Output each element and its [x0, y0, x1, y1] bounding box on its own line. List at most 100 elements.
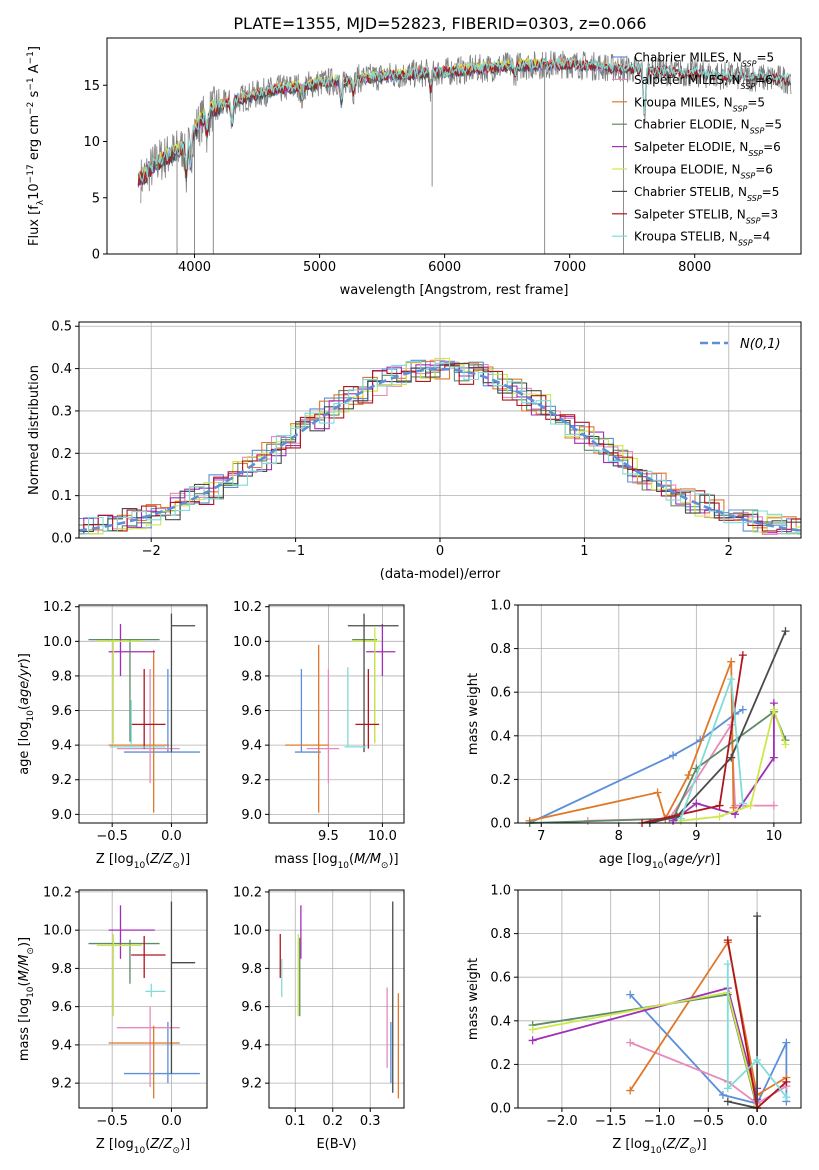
weight-marker-salpeter-stelib	[782, 1077, 791, 1086]
weight-marker-kroupa-stelib	[727, 675, 736, 684]
y-tick-label: 0.4	[51, 362, 72, 377]
legend-model-name: Salpeter STELIB, N	[634, 207, 746, 221]
x-tick-label: −1	[286, 544, 305, 559]
plot-area	[137, 50, 792, 254]
y-tick-label: 9.4	[241, 739, 262, 754]
label-part: Flux [f	[27, 205, 42, 246]
spectrum-model-kroupa-stelib	[137, 56, 792, 183]
weight-marker-chabrier-stelib	[753, 912, 762, 921]
axes-frame	[517, 604, 802, 824]
label-part: )]	[388, 852, 398, 867]
weight-marker-kroupa-elodie	[781, 740, 790, 749]
label-part: Z/Z	[149, 1137, 173, 1152]
label-part: ⊙	[172, 861, 180, 871]
weight-marker-salpeter-miles	[769, 801, 778, 810]
plot-area	[525, 627, 790, 827]
plot-area	[78, 357, 802, 535]
panel-age-vs-mass: 9.5 10.0 9.0 9.2 9.4 9.6 9.8 10.0 10.2 mass [log1…	[233, 600, 405, 871]
x-axis-label: Z [log10(Z/Z⊙)]	[96, 1137, 190, 1156]
y-tick-label: 9.6	[51, 704, 72, 719]
label-part: ]	[27, 46, 42, 51]
weight-line-salpeter-elodie	[532, 986, 758, 1100]
legend-model-name: Kroupa STELIB, N	[634, 230, 738, 244]
y-tick-label: 0.1	[51, 489, 72, 504]
x-axis-label: Z [log10(Z/Z⊙)]	[96, 852, 190, 871]
legend-subscript: SSP	[748, 149, 763, 158]
y-tick-label: 9.4	[51, 739, 72, 754]
histogram-chabrier-stelib	[79, 363, 801, 533]
label-part: (	[145, 852, 150, 867]
y-tick-label: 9.2	[241, 1077, 262, 1092]
weight-marker-chabrier-miles	[782, 1038, 791, 1047]
axes-frame	[268, 889, 405, 1109]
y-tick-label: 9.8	[241, 669, 262, 684]
weight-marker-kroupa-stelib	[782, 1093, 791, 1102]
legend-subscript: SSP	[741, 171, 756, 180]
legend-entry-salpeter-elodie: Salpeter ELODIE, NSSP=6	[634, 140, 781, 158]
y-tick-label: 9.0	[241, 808, 262, 823]
y-tick-label: 9.6	[51, 1000, 72, 1015]
legend-subscript: SSP	[741, 81, 756, 90]
legend-subscript: SSP	[750, 126, 765, 135]
axes-frame	[78, 889, 208, 1109]
legend-model-name: Chabrier MILES, N	[634, 51, 742, 65]
x-tick-label: 6000	[428, 260, 461, 275]
x-tick-label: 9.5	[318, 829, 339, 844]
weight-marker-chabrier-stelib	[727, 753, 736, 762]
weight-marker-chabrier-miles	[738, 705, 747, 714]
y-tick-label: 0.4	[490, 1014, 511, 1029]
legend-value: =6	[755, 163, 773, 177]
y-tick-label: 0.2	[51, 447, 72, 462]
label-part: )]	[180, 852, 190, 867]
panel-weight-vs-Z: −2.0 −1.5 −1.0 −0.5 0.0 0.0 0.2 0.4 0.6 0.8 1.0 mas…	[466, 884, 802, 1156]
x-tick-label: −1.5	[595, 1114, 627, 1129]
weight-marker-kroupa-elodie	[715, 812, 724, 821]
x-tick-label: 1	[580, 544, 588, 559]
legend-subscript: SSP	[742, 59, 757, 68]
plot-area	[88, 613, 200, 813]
x-axis-label: mass [log10(M/M⊙)]	[274, 852, 398, 871]
x-tick-label: 4000	[178, 260, 211, 275]
x-tick-label: −0.5	[693, 1114, 725, 1129]
label-part: age [log	[17, 722, 32, 775]
weight-marker-chabrier-miles	[669, 751, 678, 760]
weight-line-kroupa-miles	[529, 661, 735, 822]
x-tick-label: 10.0	[368, 829, 397, 844]
legend-entry-chabrier-miles: Chabrier MILES, NSSP=5	[634, 51, 774, 69]
y-tick-label: 9.6	[241, 1000, 262, 1015]
legend-value: =6	[755, 73, 773, 87]
y-axis-label: mass weight	[466, 673, 481, 755]
label-part: 10	[134, 861, 146, 871]
legend-model-name: Salpeter ELODIE, N	[634, 140, 748, 154]
y-axis-label: Flux [fλ10−17 erg cm−2 s−1 A−1]	[26, 46, 46, 246]
x-tick-label: 8	[615, 829, 623, 844]
y-tick-label: 0.0	[51, 532, 72, 547]
x-tick-label: 0.0	[747, 1114, 768, 1129]
label-part: ⊙	[689, 1146, 697, 1156]
x-tick-label: −2.0	[546, 1114, 578, 1129]
panel-spectrum: 4000 5000 6000 7000 8000 0 5 10 15 wavelength [An…	[26, 37, 802, 298]
weight-marker-kroupa-stelib	[738, 799, 747, 808]
y-tick-label: 0.0	[490, 817, 511, 832]
weight-marker-kroupa-miles	[729, 803, 738, 812]
weight-marker-kroupa-stelib	[753, 1056, 762, 1065]
legend-value: =5	[756, 51, 774, 65]
x-tick-label: 0.0	[161, 1114, 182, 1129]
histogram-salpeter-stelib	[79, 365, 801, 535]
panel-mass-vs-Z: −0.5 0.09.29.49.69.810.010.2Z [log10(Z/Z⊙…	[17, 885, 208, 1156]
panel-age-vs-Z: −0.5 0.09.09.29.49.69.810.010.2Z [log10(Z…	[17, 600, 208, 871]
legend-entry-kroupa-miles: Kroupa MILES, NSSP=5	[634, 95, 765, 113]
weight-line-chabrier-miles	[529, 708, 744, 824]
axes-frame	[106, 37, 802, 255]
weight-marker-salpeter-stelib	[723, 936, 732, 945]
y-tick-label: 0.3	[51, 404, 72, 419]
y-tick-label: 9.0	[51, 808, 72, 823]
weight-marker-kroupa-stelib	[676, 814, 685, 823]
weight-marker-chabrier-miles	[626, 990, 635, 999]
label-part: (	[145, 1137, 150, 1152]
legend-model-name: Chabrier ELODIE, N	[634, 118, 750, 132]
legend-value: =3	[760, 207, 778, 221]
x-axis-label: wavelength [Angstrom, rest frame]	[340, 283, 569, 298]
